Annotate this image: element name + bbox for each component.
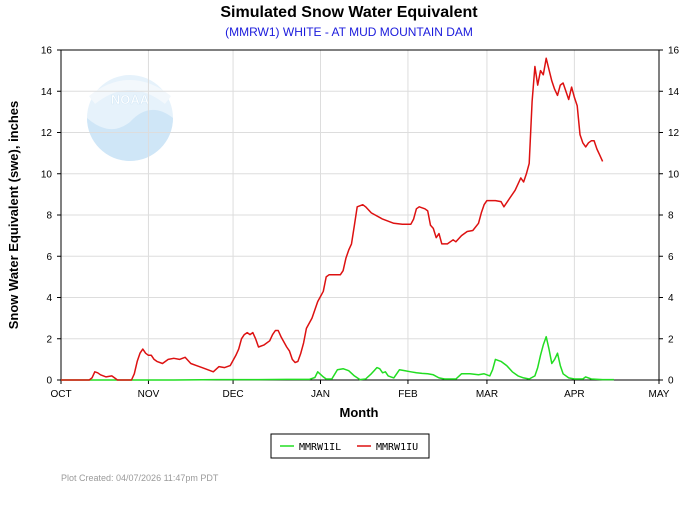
y-tick-label-left: 12	[41, 128, 53, 139]
x-tick-label: APR	[564, 389, 585, 400]
y-tick-label-right: 12	[668, 128, 680, 139]
chart-title: Simulated Snow Water Equivalent	[220, 4, 478, 21]
y-tick-label-right: 8	[668, 211, 674, 222]
legend: MMRW1IL MMRW1IU	[270, 433, 430, 459]
gridlines	[61, 50, 659, 380]
y-tick-label-left: 8	[46, 211, 52, 222]
noaa-logo: NOAA	[87, 75, 173, 161]
y-tick-label-left: 4	[46, 293, 52, 304]
legend-label-mmrw1iu: MMRW1IU	[376, 442, 418, 453]
x-tick-label: NOV	[138, 389, 160, 400]
plot-created-footnote: Plot Created: 04/07/2026 11:47pm PDT	[61, 473, 219, 483]
y-axis-right: 0 2 4 6 8 10 12 14 16	[659, 46, 680, 387]
chart-subtitle: (MMRW1) WHITE - AT MUD MOUNTAIN DAM	[225, 25, 473, 39]
x-tick-label: MAR	[476, 389, 498, 400]
x-tick-label: JAN	[311, 389, 330, 400]
y-axis-left: 0 2 4 6 8 10 12 14 16	[41, 46, 61, 387]
x-axis-title: Month	[340, 405, 379, 420]
x-tick-label: FEB	[398, 389, 418, 400]
y-tick-label-left: 2	[46, 334, 52, 345]
y-tick-label-left: 6	[46, 252, 52, 263]
y-tick-label-left: 16	[41, 46, 53, 57]
series-layer	[61, 57, 614, 381]
legend-label-mmrw1il: MMRW1IL	[299, 442, 341, 453]
y-tick-label-right: 10	[668, 169, 680, 180]
y-tick-label-left: 14	[41, 87, 53, 98]
y-axis-title: Snow Water Equivalent (swe), inches	[6, 101, 21, 330]
legend-box	[270, 433, 430, 459]
x-axis: OCT NOV DEC JAN FEB MAR APR MAY	[50, 380, 670, 400]
y-tick-label-right: 0	[668, 376, 674, 387]
y-tick-label-left: 10	[41, 169, 53, 180]
y-tick-label-right: 16	[668, 46, 680, 57]
y-tick-label-right: 14	[668, 87, 680, 98]
y-tick-label-right: 6	[668, 252, 674, 263]
y-tick-label-left: 0	[46, 376, 52, 387]
series-line-mmrw1il	[61, 335, 614, 381]
x-tick-label: DEC	[223, 389, 244, 400]
y-tick-label-right: 2	[668, 334, 674, 345]
series-line-mmrw1iu	[61, 57, 604, 381]
noaa-logo-text: NOAA	[111, 92, 150, 107]
x-tick-label: MAY	[649, 389, 670, 400]
x-tick-label: OCT	[50, 389, 71, 400]
y-tick-label-right: 4	[668, 293, 674, 304]
